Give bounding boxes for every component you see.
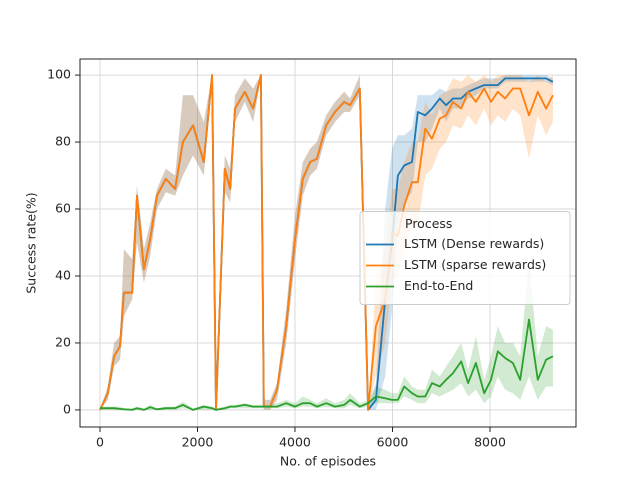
series-line xyxy=(100,318,554,411)
x-tick-label: 0 xyxy=(96,435,104,450)
confidence-band xyxy=(100,75,553,410)
legend-title: Process xyxy=(405,216,452,231)
x-axis-label: No. of episodes xyxy=(280,454,376,469)
plot-frame xyxy=(79,58,577,428)
lines xyxy=(99,74,554,411)
legend-label: LSTM (sparse rewards) xyxy=(404,257,546,272)
y-tick-label: 0 xyxy=(63,401,71,416)
y-tick-label: 100 xyxy=(47,67,71,82)
x-tick-label: 6000 xyxy=(377,435,409,450)
legend: Process LSTM (Dense rewards) LSTM (sparse … xyxy=(359,211,571,305)
y-tick-label: 60 xyxy=(55,201,71,216)
legend-label: End-to-End xyxy=(404,278,473,293)
legend-box xyxy=(359,211,571,305)
y-axis-label: Success rate(%) xyxy=(24,192,39,293)
series-line xyxy=(99,74,554,411)
x-tick-label: 8000 xyxy=(474,435,506,450)
x-tick-label: 2000 xyxy=(182,435,214,450)
y-tick-label: 20 xyxy=(55,334,71,349)
y-tick-label: 80 xyxy=(55,134,71,149)
y-tick-label: 40 xyxy=(55,267,71,282)
legend-label: LSTM (Dense rewards) xyxy=(404,236,544,251)
ticks: 0 2000 4000 6000 8000 0 20 40 60 80 100 xyxy=(47,67,506,450)
bands xyxy=(100,75,553,410)
x-tick-label: 4000 xyxy=(279,435,311,450)
